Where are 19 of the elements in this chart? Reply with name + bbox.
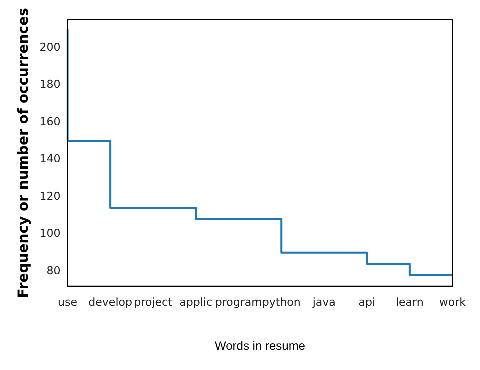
y-tick-label: 100 [40, 227, 61, 240]
y-tick-label: 80 [46, 264, 61, 278]
y-tick-label: 180 [40, 78, 61, 92]
x-tick-label: applic [180, 296, 213, 309]
x-tick-label: work [439, 296, 467, 309]
x-tick-label: develop [88, 296, 132, 309]
x-tick-label: use [58, 296, 78, 309]
x-tick-label: learn [396, 296, 424, 309]
y-tick-label: 200 [40, 40, 61, 54]
x-tick-label: program [215, 296, 262, 309]
x-axis-title: Words in resume [215, 339, 306, 354]
y-axis-title: Frequency or number of occurrences [16, 8, 32, 298]
x-tick-label: java [312, 296, 336, 309]
x-tick-label: api [358, 296, 376, 309]
x-tick-label: python [262, 296, 301, 309]
y-tick-label: 160 [40, 115, 61, 128]
y-tick-label: 140 [40, 152, 61, 166]
x-tick-label: project [134, 296, 174, 309]
y-tick-label: 120 [40, 190, 61, 203]
